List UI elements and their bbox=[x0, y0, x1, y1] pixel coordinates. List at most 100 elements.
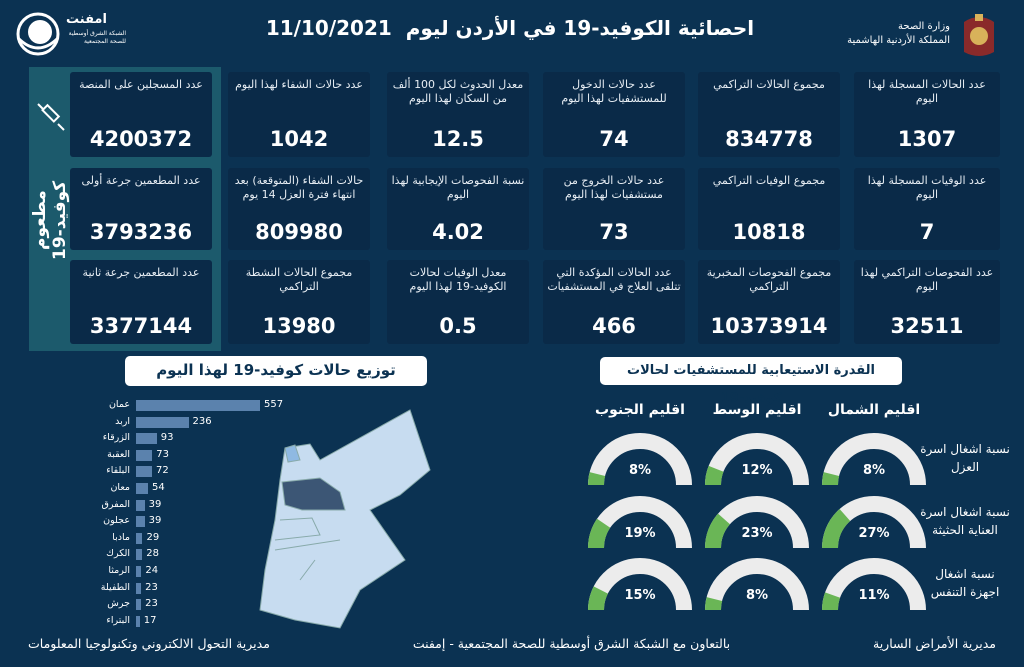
bar-label: العقبة bbox=[107, 448, 130, 460]
gauge bbox=[588, 496, 692, 549]
bar bbox=[136, 449, 153, 461]
gauge bbox=[705, 558, 809, 611]
vaccine-value: 3793236 bbox=[89, 220, 193, 244]
bar-label: مادبا bbox=[112, 531, 130, 543]
bar bbox=[136, 466, 153, 478]
stat-value: 7 bbox=[919, 220, 935, 244]
bar bbox=[136, 400, 260, 411]
bar-label: الكرك bbox=[106, 548, 130, 560]
bar-label: البتراء bbox=[106, 614, 130, 626]
bar-label: الزرقاء bbox=[102, 432, 130, 444]
ministry-name: وزارة الصحة المملكة الأردنية الهاشمية bbox=[847, 21, 950, 46]
bar bbox=[136, 582, 142, 594]
gauge-fill bbox=[705, 513, 731, 549]
stat-card: عدد الفحوصات التراكمي لهذا اليوم 32511 bbox=[854, 260, 1000, 344]
vaccine-value: 3377144 bbox=[89, 314, 193, 338]
bar-label: عمان bbox=[108, 399, 130, 410]
bar-value: 28 bbox=[146, 548, 159, 560]
footer-right: مديرية الأمراض السارية bbox=[873, 636, 996, 651]
stat-card: مجموع الحالات النشطة التراكمي 13980 bbox=[228, 260, 370, 344]
gauge-track bbox=[705, 433, 809, 486]
gauge-track bbox=[822, 558, 926, 611]
region-label: اقليم الجنوب bbox=[595, 402, 685, 418]
stat-value: 74 bbox=[599, 127, 629, 151]
bar-value: 39 bbox=[148, 515, 162, 527]
gauge-fill bbox=[588, 586, 609, 611]
gauge-fill bbox=[705, 465, 724, 486]
stat-card: عدد الوفيات المسجلة لهذا اليوم 7 bbox=[854, 168, 1000, 250]
jordan-map bbox=[259, 409, 431, 629]
stat-value: 13980 bbox=[262, 314, 336, 338]
gauge-value: 23% bbox=[741, 526, 773, 541]
gauge-fill bbox=[588, 472, 606, 486]
stat-value: 1042 bbox=[269, 127, 329, 151]
gauge bbox=[588, 558, 692, 611]
bar-label: الرمثا bbox=[108, 565, 130, 576]
bar-value: 54 bbox=[152, 482, 165, 493]
logo-name: امفنت bbox=[66, 12, 107, 27]
bar-value: 557 bbox=[264, 399, 284, 410]
gauge-fill bbox=[822, 592, 841, 611]
bar-value: 24 bbox=[145, 565, 159, 576]
bar bbox=[136, 499, 145, 511]
gauge bbox=[705, 433, 809, 486]
bar-value: 29 bbox=[146, 531, 160, 543]
distribution-title: توزيع حالات كوفيد-19 لهذا اليوم bbox=[125, 356, 427, 386]
bar bbox=[136, 615, 140, 627]
stat-card: عدد حالات الشفاء لهذا اليوم 1042 bbox=[228, 72, 370, 157]
bar-label: البلقاء bbox=[106, 465, 130, 477]
gauge-fill bbox=[822, 508, 851, 549]
bar bbox=[136, 416, 189, 428]
bar bbox=[136, 483, 149, 494]
gauge-fill bbox=[822, 472, 840, 486]
bar-value: 23 bbox=[145, 581, 158, 593]
stat-value: 809980 bbox=[255, 220, 343, 244]
stat-card: معدل الوفيات لحالات الكوفيد-19 لهذا اليو… bbox=[387, 260, 529, 344]
gauge-track bbox=[588, 433, 692, 486]
bar-value: 17 bbox=[143, 614, 157, 626]
stat-card: عدد الحالات المسجلة لهذا اليوم 1307 bbox=[854, 72, 1000, 157]
stat-card: نسبة الفحوصات الإيجابية لهذا اليوم 4.02 bbox=[387, 168, 529, 250]
bar-value: 93 bbox=[160, 432, 174, 444]
bar-label: الطفيلة bbox=[100, 581, 130, 593]
bar-value: 23 bbox=[145, 598, 158, 610]
capacity-title: القدرة الاستيعابية للمستشفيات لحالات كوف… bbox=[600, 357, 902, 406]
bar bbox=[136, 433, 157, 445]
gauge-value: 8% bbox=[862, 463, 886, 478]
stat-value: 0.5 bbox=[439, 314, 477, 338]
report-date: 11/10/2021 bbox=[265, 16, 392, 40]
header: امفنت الشبكة الشرق أوسطية للصحة المجتمعي… bbox=[0, 0, 1024, 62]
map-amman bbox=[281, 477, 346, 511]
stat-card: مجموع الحالات التراكمي 834778 bbox=[698, 72, 840, 157]
bar-value: 72 bbox=[156, 465, 169, 477]
vaccine-card: عدد المسجلين على المنصة 4200372 bbox=[70, 72, 212, 157]
stat-card: مجموع الفحوصات المخبرية التراكمي 10373914 bbox=[698, 260, 840, 344]
gauge bbox=[822, 433, 926, 486]
bar-value: 39 bbox=[148, 498, 162, 510]
bar bbox=[136, 566, 142, 577]
footer: مديرية الأمراض السارية بالتعاون مع الشبك… bbox=[0, 636, 1024, 651]
bar-label: عجلون bbox=[103, 515, 130, 527]
map-borders bbox=[274, 517, 341, 581]
stat-value: 32511 bbox=[890, 314, 964, 338]
bar-label: اربد bbox=[115, 415, 130, 427]
logo-subtitle: الشبكة الشرق أوسطية للصحة المجتمعية bbox=[68, 30, 126, 45]
bar-value: 73 bbox=[156, 448, 169, 460]
stat-value: 4.02 bbox=[432, 220, 484, 244]
row-label: نسبة اشغال اسرة العناية الحثيثة bbox=[920, 505, 1010, 537]
row-label: نسبة اشغال اسرة العزل bbox=[920, 442, 1010, 474]
stat-card: عدد حالات الدخول للمستشفيات لهذا اليوم 74 bbox=[543, 72, 685, 157]
region-label: اقليم الوسط bbox=[712, 402, 802, 418]
bar bbox=[136, 532, 143, 544]
map-irbid bbox=[284, 444, 301, 463]
gauge-fill bbox=[588, 518, 611, 549]
stat-card: حالات الشفاء (المتوقعة) بعد انتهاء فترة … bbox=[228, 168, 370, 250]
jordan-crest-icon bbox=[964, 14, 994, 56]
gauge-value: 8% bbox=[745, 588, 769, 603]
vaccine-card: عدد المطعمين جرعة أولى 3793236 bbox=[70, 168, 212, 250]
gauge bbox=[705, 496, 809, 549]
stat-value: 12.5 bbox=[432, 127, 484, 151]
map-country bbox=[259, 409, 431, 629]
syringe-icon bbox=[37, 103, 65, 131]
gauge-value: 15% bbox=[624, 588, 656, 603]
